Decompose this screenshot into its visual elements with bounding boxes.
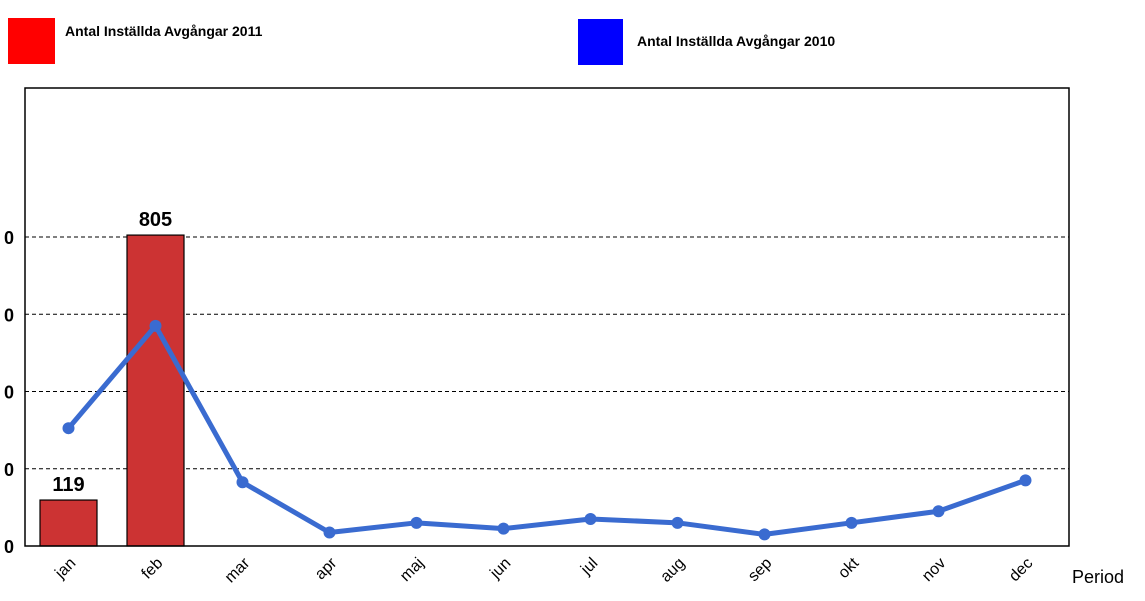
x-tick-label: jan bbox=[51, 555, 79, 583]
bar-jan bbox=[39, 499, 98, 547]
bar-label-feb: 805 bbox=[139, 209, 172, 231]
x-tick-label: okt bbox=[835, 554, 863, 582]
y-tick-label: 0 bbox=[4, 305, 14, 325]
point-dec bbox=[1019, 474, 1032, 487]
point-feb bbox=[149, 319, 162, 332]
x-axis-ticks: jan feb mar apr maj jun jul aug sep okt nov dec bbox=[51, 554, 1036, 586]
y-axis-ticks: 0 0 0 0 0 bbox=[4, 228, 14, 557]
bar-data-labels: 119 805 bbox=[52, 209, 172, 496]
x-axis-label: Period bbox=[1072, 567, 1124, 587]
x-tick-label: apr bbox=[312, 554, 341, 583]
point-jul bbox=[584, 512, 597, 525]
point-apr bbox=[323, 526, 336, 539]
legend: Antal Inställda Avgångar 2011 Antal Inst… bbox=[8, 18, 835, 65]
plot-frame bbox=[24, 87, 1070, 547]
y-tick-label: 0 bbox=[4, 537, 14, 557]
point-jun bbox=[497, 522, 510, 535]
legend-swatch-2010 bbox=[578, 19, 623, 65]
point-sep bbox=[758, 528, 771, 541]
y-tick-label: 0 bbox=[4, 460, 14, 480]
x-tick-label: sep bbox=[745, 555, 775, 585]
x-tick-label: aug bbox=[657, 555, 688, 586]
x-tick-label: maj bbox=[397, 555, 427, 585]
bar-feb bbox=[126, 234, 185, 547]
x-tick-label: nov bbox=[919, 555, 949, 585]
x-tick-label: jun bbox=[486, 555, 514, 583]
point-nov bbox=[932, 505, 945, 518]
point-mar bbox=[236, 476, 249, 489]
y-tick-label: 0 bbox=[4, 383, 14, 403]
bar-series-2011 bbox=[39, 234, 185, 547]
y-tick-label: 0 bbox=[4, 228, 14, 248]
point-jan bbox=[62, 422, 75, 435]
point-okt bbox=[845, 516, 858, 529]
x-tick-label: mar bbox=[222, 554, 254, 586]
bar-label-jan: 119 bbox=[52, 474, 84, 496]
x-tick-label: dec bbox=[1006, 555, 1036, 585]
legend-label-2011: Antal Inställda Avgångar 2011 bbox=[65, 23, 263, 39]
legend-label-2010: Antal Inställda Avgångar 2010 bbox=[637, 33, 835, 49]
x-tick-label: jul bbox=[577, 555, 601, 579]
point-aug bbox=[671, 516, 684, 529]
gridlines bbox=[25, 236, 1069, 470]
legend-swatch-2011 bbox=[8, 18, 55, 64]
series-line-2010 bbox=[66, 323, 1027, 537]
line-series-2010 bbox=[62, 319, 1032, 541]
x-tick-label: feb bbox=[139, 555, 167, 583]
point-maj bbox=[410, 516, 423, 529]
